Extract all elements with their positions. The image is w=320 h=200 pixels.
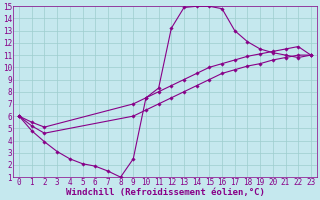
- X-axis label: Windchill (Refroidissement éolien,°C): Windchill (Refroidissement éolien,°C): [66, 188, 264, 197]
